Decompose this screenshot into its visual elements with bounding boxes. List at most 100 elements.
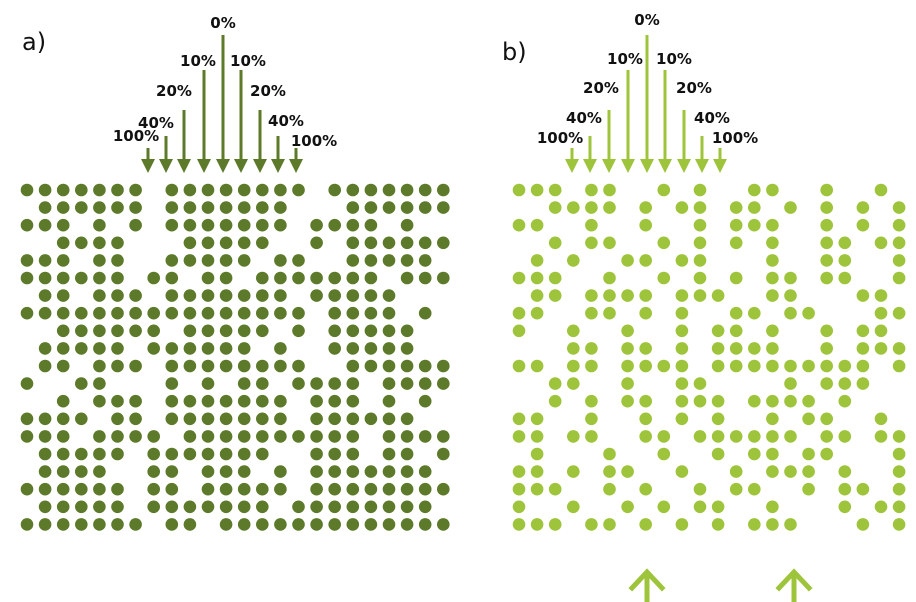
dot (530, 218, 544, 232)
dot (892, 218, 906, 232)
level-label: 20% (250, 82, 286, 100)
dot (346, 482, 360, 496)
dot (603, 236, 616, 250)
dot (255, 394, 269, 408)
dot (328, 377, 342, 390)
dot (802, 482, 815, 496)
dot (530, 306, 544, 320)
dot (874, 430, 888, 443)
dot (364, 412, 378, 426)
dot (346, 271, 360, 285)
dot (56, 324, 70, 338)
arrow-head-icon (565, 159, 579, 173)
dot (346, 500, 360, 514)
dot (364, 500, 378, 514)
dot (56, 465, 70, 478)
dot (784, 306, 797, 320)
arrow-head-icon (216, 159, 230, 173)
dot (530, 183, 544, 197)
dot (165, 306, 179, 320)
dot (530, 430, 544, 443)
dot (892, 359, 906, 373)
dot (400, 377, 414, 390)
dot (201, 254, 215, 267)
dot (418, 236, 432, 250)
dot (201, 465, 215, 478)
dot (219, 500, 233, 514)
dot (93, 218, 106, 232)
dot (512, 518, 526, 531)
dot (621, 289, 634, 302)
dot (766, 236, 779, 250)
dot (711, 324, 725, 338)
level-label: 20% (676, 79, 712, 97)
dot (237, 324, 251, 338)
dot (346, 465, 360, 478)
dot (548, 482, 562, 496)
dot (512, 359, 526, 373)
dot (56, 447, 70, 461)
dot (530, 482, 544, 496)
dot (38, 306, 52, 320)
dot (237, 359, 251, 373)
dot (382, 412, 396, 426)
dot (820, 236, 833, 250)
dot (237, 306, 251, 320)
dot (892, 482, 906, 496)
dot (382, 324, 396, 338)
dot (255, 359, 269, 373)
dot (729, 342, 743, 355)
dot (603, 306, 616, 320)
dot (346, 394, 360, 408)
dot (400, 447, 414, 461)
dot (400, 482, 414, 496)
dot (219, 465, 233, 478)
dot (766, 183, 779, 197)
dot (820, 183, 833, 197)
dot (766, 394, 779, 408)
dot (310, 236, 323, 250)
dot (838, 500, 852, 514)
dot (93, 254, 106, 267)
dot (621, 377, 634, 390)
dot (418, 430, 432, 443)
dot (328, 394, 342, 408)
dot (310, 289, 323, 302)
dot (802, 412, 815, 426)
dot (328, 412, 342, 426)
dot (675, 306, 689, 320)
dot (38, 183, 52, 197)
dot (711, 342, 725, 355)
dot (328, 324, 342, 338)
dot (75, 201, 88, 214)
dot (400, 430, 414, 443)
dot (639, 289, 652, 302)
dot (567, 342, 580, 355)
dot (382, 359, 396, 373)
dot (346, 254, 360, 267)
dot (874, 289, 888, 302)
dot (20, 306, 34, 320)
dot (530, 289, 544, 302)
dot (382, 306, 396, 320)
dot (111, 324, 124, 338)
dot (56, 342, 70, 355)
dot (400, 201, 414, 214)
dot (346, 377, 360, 390)
dot (766, 218, 779, 232)
dot (93, 201, 106, 214)
dot (346, 518, 360, 531)
dot (328, 218, 342, 232)
dot (111, 254, 124, 267)
dot (838, 377, 852, 390)
dot (274, 254, 287, 267)
dot (328, 306, 342, 320)
dot (237, 430, 251, 443)
dot (748, 482, 761, 496)
dot (657, 430, 671, 443)
dot (693, 482, 707, 496)
dot (548, 271, 562, 285)
dot (729, 324, 743, 338)
dot (274, 306, 287, 320)
dot (201, 271, 215, 285)
